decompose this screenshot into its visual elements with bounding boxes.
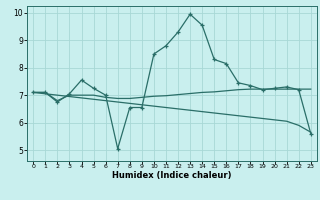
X-axis label: Humidex (Indice chaleur): Humidex (Indice chaleur) [112,171,232,180]
